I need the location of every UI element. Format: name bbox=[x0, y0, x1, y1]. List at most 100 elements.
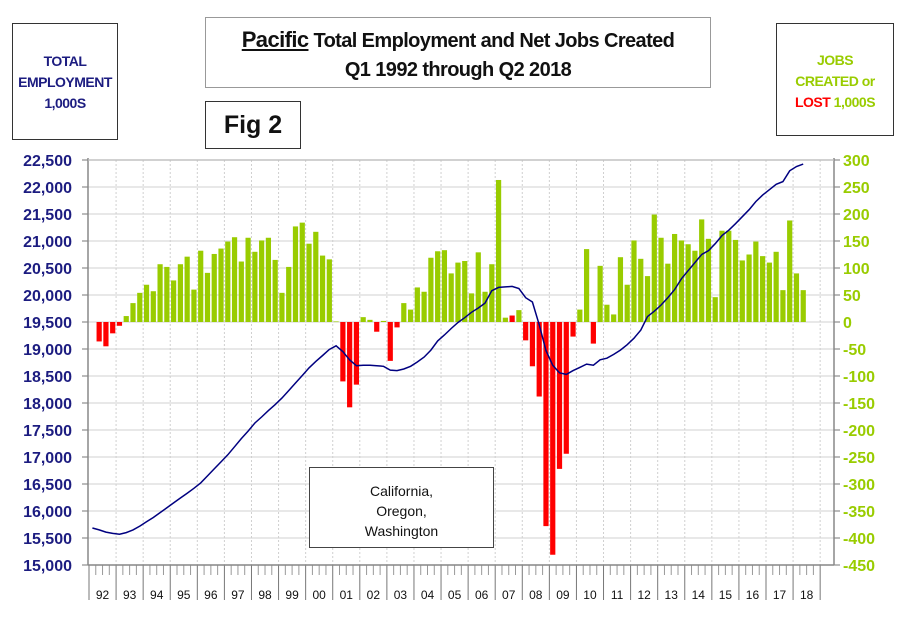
jobs-bar bbox=[360, 317, 366, 322]
x-axis-tick-label: 98 bbox=[258, 588, 272, 602]
jobs-bar bbox=[624, 284, 630, 322]
jobs-bar bbox=[292, 226, 299, 322]
x-axis-tick-label: 13 bbox=[665, 588, 679, 602]
jobs-bar bbox=[685, 244, 691, 322]
left-axis-tick-label: 18,500 bbox=[23, 369, 72, 386]
jobs-bar bbox=[753, 241, 759, 322]
jobs-bar bbox=[543, 322, 549, 527]
x-axis-tick-label: 16 bbox=[746, 588, 760, 602]
jobs-bar bbox=[319, 255, 326, 322]
jobs-bar bbox=[164, 266, 170, 322]
jobs-bar bbox=[367, 319, 373, 322]
jobs-bar bbox=[333, 321, 339, 323]
jobs-bar bbox=[191, 289, 197, 322]
jobs-bar bbox=[455, 262, 461, 322]
left-axis-tick-label: 20,000 bbox=[23, 288, 72, 305]
jobs-bar bbox=[529, 322, 536, 367]
right-axis-title-box: JOBS CREATED or LOST 1,000S bbox=[776, 23, 894, 136]
right-axis-tick-label: -100 bbox=[843, 369, 875, 386]
right-axis-tick-label: 250 bbox=[843, 180, 870, 197]
jobs-bar bbox=[746, 254, 752, 322]
x-axis-tick-label: 93 bbox=[123, 588, 137, 602]
x-axis-tick-label: 01 bbox=[340, 588, 354, 602]
left-axis-tick-label: 16,500 bbox=[23, 477, 72, 494]
left-axis-tick-label: 15,000 bbox=[23, 558, 72, 575]
jobs-bar bbox=[204, 272, 211, 322]
left-axis-tick-label: 19,000 bbox=[23, 342, 72, 359]
jobs-bar bbox=[597, 265, 603, 322]
jobs-bar bbox=[495, 179, 502, 322]
jobs-bar bbox=[265, 237, 272, 322]
jobs-bar bbox=[523, 322, 529, 341]
title-text: Total Employment and Net Jobs Created bbox=[313, 30, 675, 52]
jobs-bar bbox=[678, 240, 684, 322]
jobs-bar bbox=[428, 257, 434, 322]
left-title-line3: 1,000S bbox=[44, 95, 86, 111]
right-axis-tick-label: -400 bbox=[843, 531, 875, 548]
x-axis-tick-label: 05 bbox=[448, 588, 462, 602]
jobs-bar bbox=[773, 251, 779, 322]
jobs-bar bbox=[231, 237, 238, 322]
right-axis-tick-label: -150 bbox=[843, 396, 875, 413]
jobs-bar bbox=[556, 322, 563, 469]
jobs-bar bbox=[468, 293, 475, 322]
jobs-bar bbox=[306, 243, 312, 322]
x-axis-tick-label: 07 bbox=[502, 588, 516, 602]
jobs-bar bbox=[800, 290, 806, 322]
x-axis-tick-label: 94 bbox=[150, 588, 164, 602]
x-axis-tick-label: 99 bbox=[285, 588, 299, 602]
jobs-bar bbox=[286, 266, 292, 322]
jobs-bar bbox=[739, 260, 745, 322]
chart-title-box: Pacific Total Employment and Net Jobs Cr… bbox=[205, 17, 711, 88]
right-axis-tick-label: 300 bbox=[843, 153, 870, 170]
jobs-bar bbox=[793, 273, 800, 322]
x-axis-tick-label: 04 bbox=[421, 588, 435, 602]
x-axis-tick-label: 03 bbox=[394, 588, 408, 602]
left-axis-title-box: TOTAL EMPLOYMENT 1,000S bbox=[12, 23, 118, 140]
left-title-line2: EMPLOYMENT bbox=[18, 74, 112, 90]
jobs-bar bbox=[712, 297, 718, 322]
left-title-line1: TOTAL bbox=[43, 53, 87, 69]
jobs-bar bbox=[110, 322, 116, 334]
right-title-units: 1,000S bbox=[833, 94, 876, 110]
jobs-bar bbox=[611, 314, 617, 322]
x-axis-tick-label: 09 bbox=[556, 588, 570, 602]
jobs-bar bbox=[489, 264, 495, 322]
jobs-bar bbox=[225, 241, 231, 322]
right-axis-tick-label: 150 bbox=[843, 234, 870, 251]
jobs-bar bbox=[787, 220, 793, 322]
right-axis-tick-label: -350 bbox=[843, 504, 875, 521]
jobs-bar bbox=[171, 280, 177, 322]
jobs-bar bbox=[299, 222, 305, 322]
jobs-bar bbox=[252, 251, 258, 322]
right-axis-tick-label: -300 bbox=[843, 477, 875, 494]
jobs-bar bbox=[441, 250, 448, 322]
x-axis-tick-label: 97 bbox=[231, 588, 245, 602]
jobs-bar bbox=[353, 322, 360, 385]
x-axis-tick-label: 18 bbox=[800, 588, 814, 602]
x-axis-tick-label: 12 bbox=[637, 588, 651, 602]
left-axis-tick-label: 21,500 bbox=[23, 207, 72, 224]
left-axis-tick-label: 19,500 bbox=[23, 315, 72, 332]
x-axis-tick-label: 10 bbox=[583, 588, 597, 602]
left-axis-tick-label: 16,000 bbox=[23, 504, 72, 521]
x-axis-tick-label: 08 bbox=[529, 588, 543, 602]
left-axis-tick-label: 17,500 bbox=[23, 423, 72, 440]
jobs-bar bbox=[550, 322, 556, 555]
jobs-bar bbox=[177, 264, 183, 322]
jobs-bar bbox=[719, 230, 725, 322]
left-axis-tick-label: 21,000 bbox=[23, 234, 72, 251]
jobs-bar bbox=[123, 316, 129, 322]
left-axis-tick-label: 17,000 bbox=[23, 450, 72, 467]
jobs-bar bbox=[421, 291, 427, 322]
x-axis-tick-label: 06 bbox=[475, 588, 489, 602]
jobs-bar bbox=[502, 317, 508, 322]
jobs-bar bbox=[631, 240, 637, 322]
jobs-bar bbox=[644, 276, 651, 322]
jobs-bar bbox=[96, 322, 102, 342]
legend-line1: California, bbox=[369, 483, 434, 499]
jobs-bar bbox=[726, 230, 732, 322]
x-axis-tick-label: 17 bbox=[773, 588, 787, 602]
x-axis-tick-label: 96 bbox=[204, 588, 218, 602]
right-axis-tick-label: -250 bbox=[843, 450, 875, 467]
